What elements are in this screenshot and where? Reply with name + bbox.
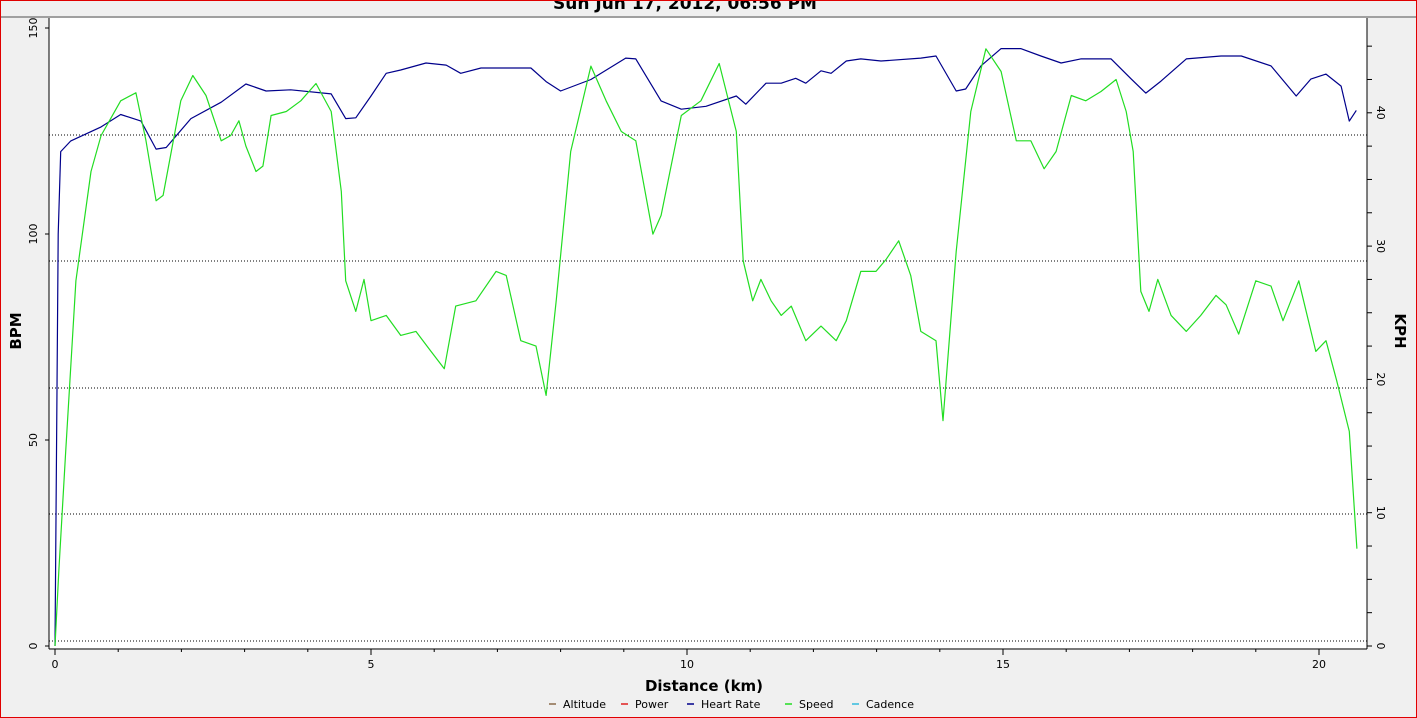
y-tick-label: 0 [27,643,40,650]
series-lines [54,47,1358,647]
x-axis-label: Distance (km) [645,677,763,695]
legend-item-label: Speed [799,698,833,711]
y2-axis-label: KPH [1391,313,1409,348]
y-tick-label: 150 [27,18,40,39]
axes: 0 50 100 150 0 10 20 30 40 0 5 10 15 20 [27,18,1387,672]
y-tick-label: 50 [27,433,40,447]
y2-tick-label: 20 [1374,372,1387,386]
y-tick-label: 100 [27,224,40,245]
y2-tick-label: 40 [1374,106,1387,120]
series-line-speed [54,48,1358,647]
y2-tick-label: 10 [1374,506,1387,520]
y2-tick-label: 30 [1374,239,1387,253]
series-line-heart-rate [54,47,1357,647]
x-tick-label: 10 [680,658,694,671]
x-tick-label: 15 [996,658,1010,671]
legend: Altitude Power Heart Rate Speed Cadence [549,698,914,711]
x-tick-label: 20 [1312,658,1326,671]
plot-area [49,18,1367,648]
y-axis-label: BPM [7,312,25,349]
legend-item-label: Altitude [563,698,606,711]
legend-item-label: Cadence [866,698,914,711]
gridlines [49,134,1367,642]
y2-tick-label: 0 [1374,643,1387,650]
chart-title: Sun Jun 17, 2012, 06:56 PM [553,1,817,14]
legend-item-label: Heart Rate [701,698,761,711]
legend-item-label: Power [635,698,669,711]
x-tick-label: 0 [52,658,59,671]
x-tick-label: 5 [368,658,375,671]
